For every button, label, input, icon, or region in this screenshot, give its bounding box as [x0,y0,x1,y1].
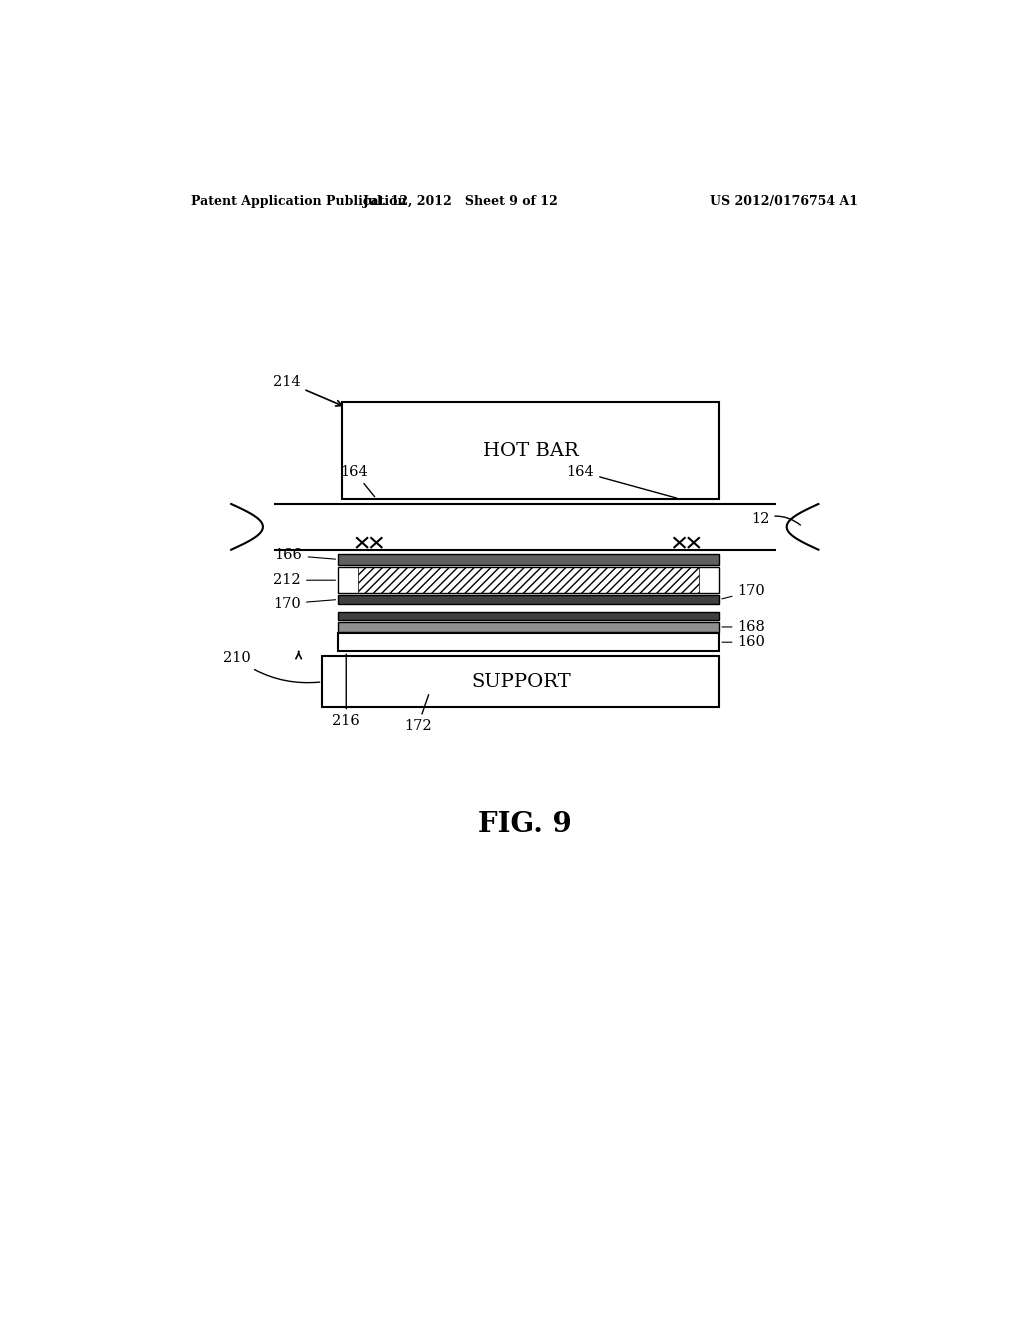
Text: Patent Application Publication: Patent Application Publication [191,195,407,209]
Text: Jul. 12, 2012   Sheet 9 of 12: Jul. 12, 2012 Sheet 9 of 12 [364,195,559,209]
Bar [338,568,719,594]
Text: 170: 170 [722,585,765,599]
Text: 216: 216 [333,655,360,729]
Text: 160: 160 [722,635,765,649]
Text: 166: 166 [274,548,336,562]
Bar [338,554,719,565]
Text: HOT BAR: HOT BAR [483,442,579,459]
Bar [338,595,719,603]
Text: 172: 172 [403,694,431,734]
Bar [338,611,719,620]
Bar [323,656,719,708]
Bar [338,622,719,632]
Text: 170: 170 [273,597,336,611]
Bar [358,568,699,594]
Text: FIG. 9: FIG. 9 [478,810,571,838]
Text: SUPPORT: SUPPORT [471,673,570,690]
Text: 12: 12 [751,512,801,527]
Text: 214: 214 [273,375,342,407]
Text: 212: 212 [273,573,336,587]
Text: 164: 164 [340,465,375,496]
Text: 210: 210 [223,652,319,682]
Bar [338,634,719,651]
Text: 168: 168 [722,620,765,634]
Text: US 2012/0176754 A1: US 2012/0176754 A1 [710,195,858,209]
Bar [342,403,719,499]
Text: 164: 164 [566,465,677,498]
